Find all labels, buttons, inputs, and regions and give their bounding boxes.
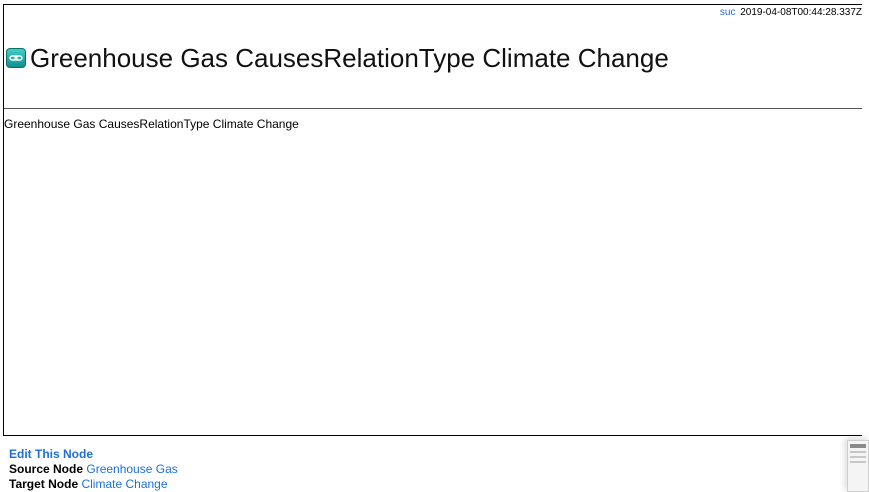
page-thumbnail[interactable]	[847, 440, 869, 492]
edit-node-link[interactable]: Edit This Node	[9, 447, 93, 461]
thumbnail-header	[850, 444, 866, 448]
title-row: Greenhouse Gas CausesRelationType Climat…	[6, 43, 669, 73]
target-node-link[interactable]: Climate Change	[81, 477, 168, 491]
source-node-link[interactable]: Greenhouse Gas	[86, 462, 178, 476]
thumbnail-line	[850, 456, 866, 458]
page-title: Greenhouse Gas CausesRelationType Climat…	[30, 43, 669, 73]
thumbnail-line	[850, 461, 866, 463]
thumbnail-line	[850, 451, 866, 453]
link-icon	[6, 48, 26, 68]
source-node-row: Source Node Greenhouse Gas	[9, 462, 178, 477]
target-node-row: Target Node Climate Change	[9, 477, 178, 492]
author-link[interactable]: suc	[719, 7, 736, 18]
target-node-label: Target Node	[9, 477, 79, 491]
node-panel: suc 2019-04-08T00:44:28.337Z Greenhouse …	[3, 4, 862, 436]
node-meta: suc 2019-04-08T00:44:28.337Z	[720, 7, 862, 19]
node-footer: Edit This Node Source Node Greenhouse Ga…	[9, 447, 178, 492]
node-description: Greenhouse Gas CausesRelationType Climat…	[4, 117, 299, 131]
timestamp: 2019-04-08T00:44:28.337Z	[740, 7, 862, 18]
title-divider	[4, 108, 862, 109]
source-node-label: Source Node	[9, 462, 84, 476]
